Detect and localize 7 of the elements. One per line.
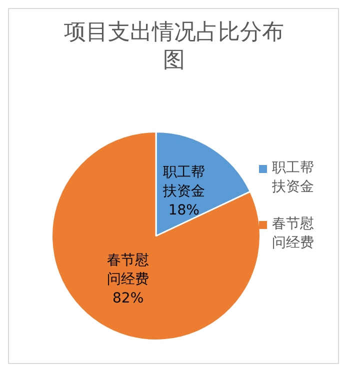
legend-label: 职工帮扶资金 <box>272 159 315 197</box>
slice-label: 春节慰问经费 <box>106 252 150 290</box>
slice-label: 职工帮扶资金 <box>162 163 206 202</box>
data-label: 82% <box>112 290 145 308</box>
data-label: 18% <box>167 201 200 220</box>
legend-label: 春节慰问经费 <box>272 215 315 253</box>
chart-title: 项目支出情况占比分布图 <box>63 19 285 75</box>
